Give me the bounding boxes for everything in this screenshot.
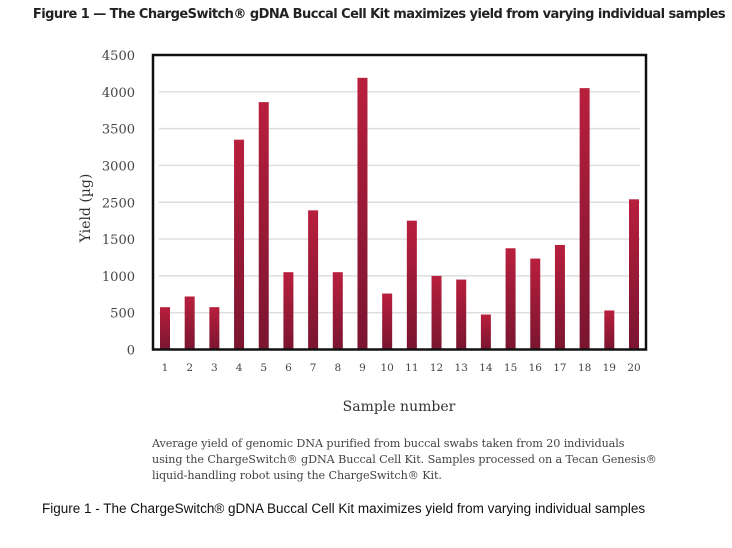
y-tick-label: 1000 xyxy=(102,270,135,285)
y-tick-label: 500 xyxy=(110,307,135,322)
bar-sample-3 xyxy=(209,307,220,350)
figure-caption: Average yield of genomic DNA purified fr… xyxy=(152,436,657,484)
x-tick-label: 17 xyxy=(553,362,566,374)
y-tick-label: 3500 xyxy=(102,123,135,138)
bar-sample-11 xyxy=(406,220,417,350)
x-tick-label: 5 xyxy=(260,362,267,374)
y-tick-label: 3000 xyxy=(102,159,135,174)
x-tick-label: 8 xyxy=(334,362,341,374)
y-tick-label: 4500 xyxy=(102,49,135,64)
figure-title: Figure 1 — The ChargeSwitch® gDNA Buccal… xyxy=(32,7,726,22)
bar-sample-13 xyxy=(456,279,467,350)
x-tick-label: 19 xyxy=(603,362,616,374)
x-tick-label: 14 xyxy=(479,362,493,374)
x-tick-label: 13 xyxy=(455,362,468,374)
x-tick-label: 20 xyxy=(627,362,640,374)
x-axis-title: Sample number xyxy=(343,399,456,415)
plot-frame xyxy=(151,53,648,351)
bar-sample-6 xyxy=(283,272,294,350)
bar-sample-18 xyxy=(579,88,590,350)
x-tick-label: 3 xyxy=(211,362,218,374)
bars xyxy=(160,77,639,350)
caption-line: liquid-handling robot using the ChargeSw… xyxy=(152,469,442,482)
caption-line: Average yield of genomic DNA purified fr… xyxy=(152,437,625,450)
x-tick-label: 7 xyxy=(310,362,317,374)
x-tick-label: 6 xyxy=(285,362,292,374)
bar-sample-17 xyxy=(554,244,565,350)
bar-sample-1 xyxy=(160,307,170,350)
x-tick-label: 18 xyxy=(578,362,591,374)
x-tick-label: 4 xyxy=(236,362,243,374)
bar-sample-19 xyxy=(604,310,615,350)
y-tick-label: 1500 xyxy=(102,233,135,248)
y-axis-title: Yield (µg) xyxy=(78,174,94,244)
bar-sample-16 xyxy=(530,258,541,350)
bar-sample-12 xyxy=(431,275,442,350)
page-caption: Figure 1 - The ChargeSwitch® gDNA Buccal… xyxy=(42,501,646,516)
x-tick-label: 1 xyxy=(162,362,169,374)
bar-sample-15 xyxy=(505,248,516,350)
x-tick-label: 11 xyxy=(405,362,418,374)
y-tick-label: 4000 xyxy=(102,86,135,101)
x-tick-label: 16 xyxy=(529,362,543,374)
bar-sample-14 xyxy=(480,314,491,350)
bar-sample-7 xyxy=(308,210,319,350)
bar-sample-9 xyxy=(357,77,368,350)
bar-sample-20 xyxy=(629,199,639,350)
gridlines xyxy=(159,91,640,314)
y-tick-label: 2500 xyxy=(102,196,135,211)
x-tick-label: 10 xyxy=(380,362,393,374)
x-tick-label: 15 xyxy=(504,362,517,374)
y-axis-ticks: 0 500 1000 1500 2500 3000 3500 4000 4500 xyxy=(102,49,135,359)
caption-line: using the ChargeSwitch® gDNA Buccal Cell… xyxy=(152,453,657,466)
y-tick-label: 0 xyxy=(127,344,135,359)
bar-sample-10 xyxy=(382,293,393,350)
bar-sample-5 xyxy=(258,102,269,350)
bar-sample-2 xyxy=(184,296,195,350)
x-tick-label: 12 xyxy=(430,362,443,374)
bar-sample-8 xyxy=(332,272,343,350)
bar-sample-4 xyxy=(234,139,245,350)
x-tick-label: 9 xyxy=(359,362,366,374)
x-axis-ticks: 1 2 3 4 5 6 7 8 9 10 11 12 13 14 15 16 17 18 19 20 xyxy=(162,362,641,374)
x-tick-label: 2 xyxy=(186,362,193,374)
